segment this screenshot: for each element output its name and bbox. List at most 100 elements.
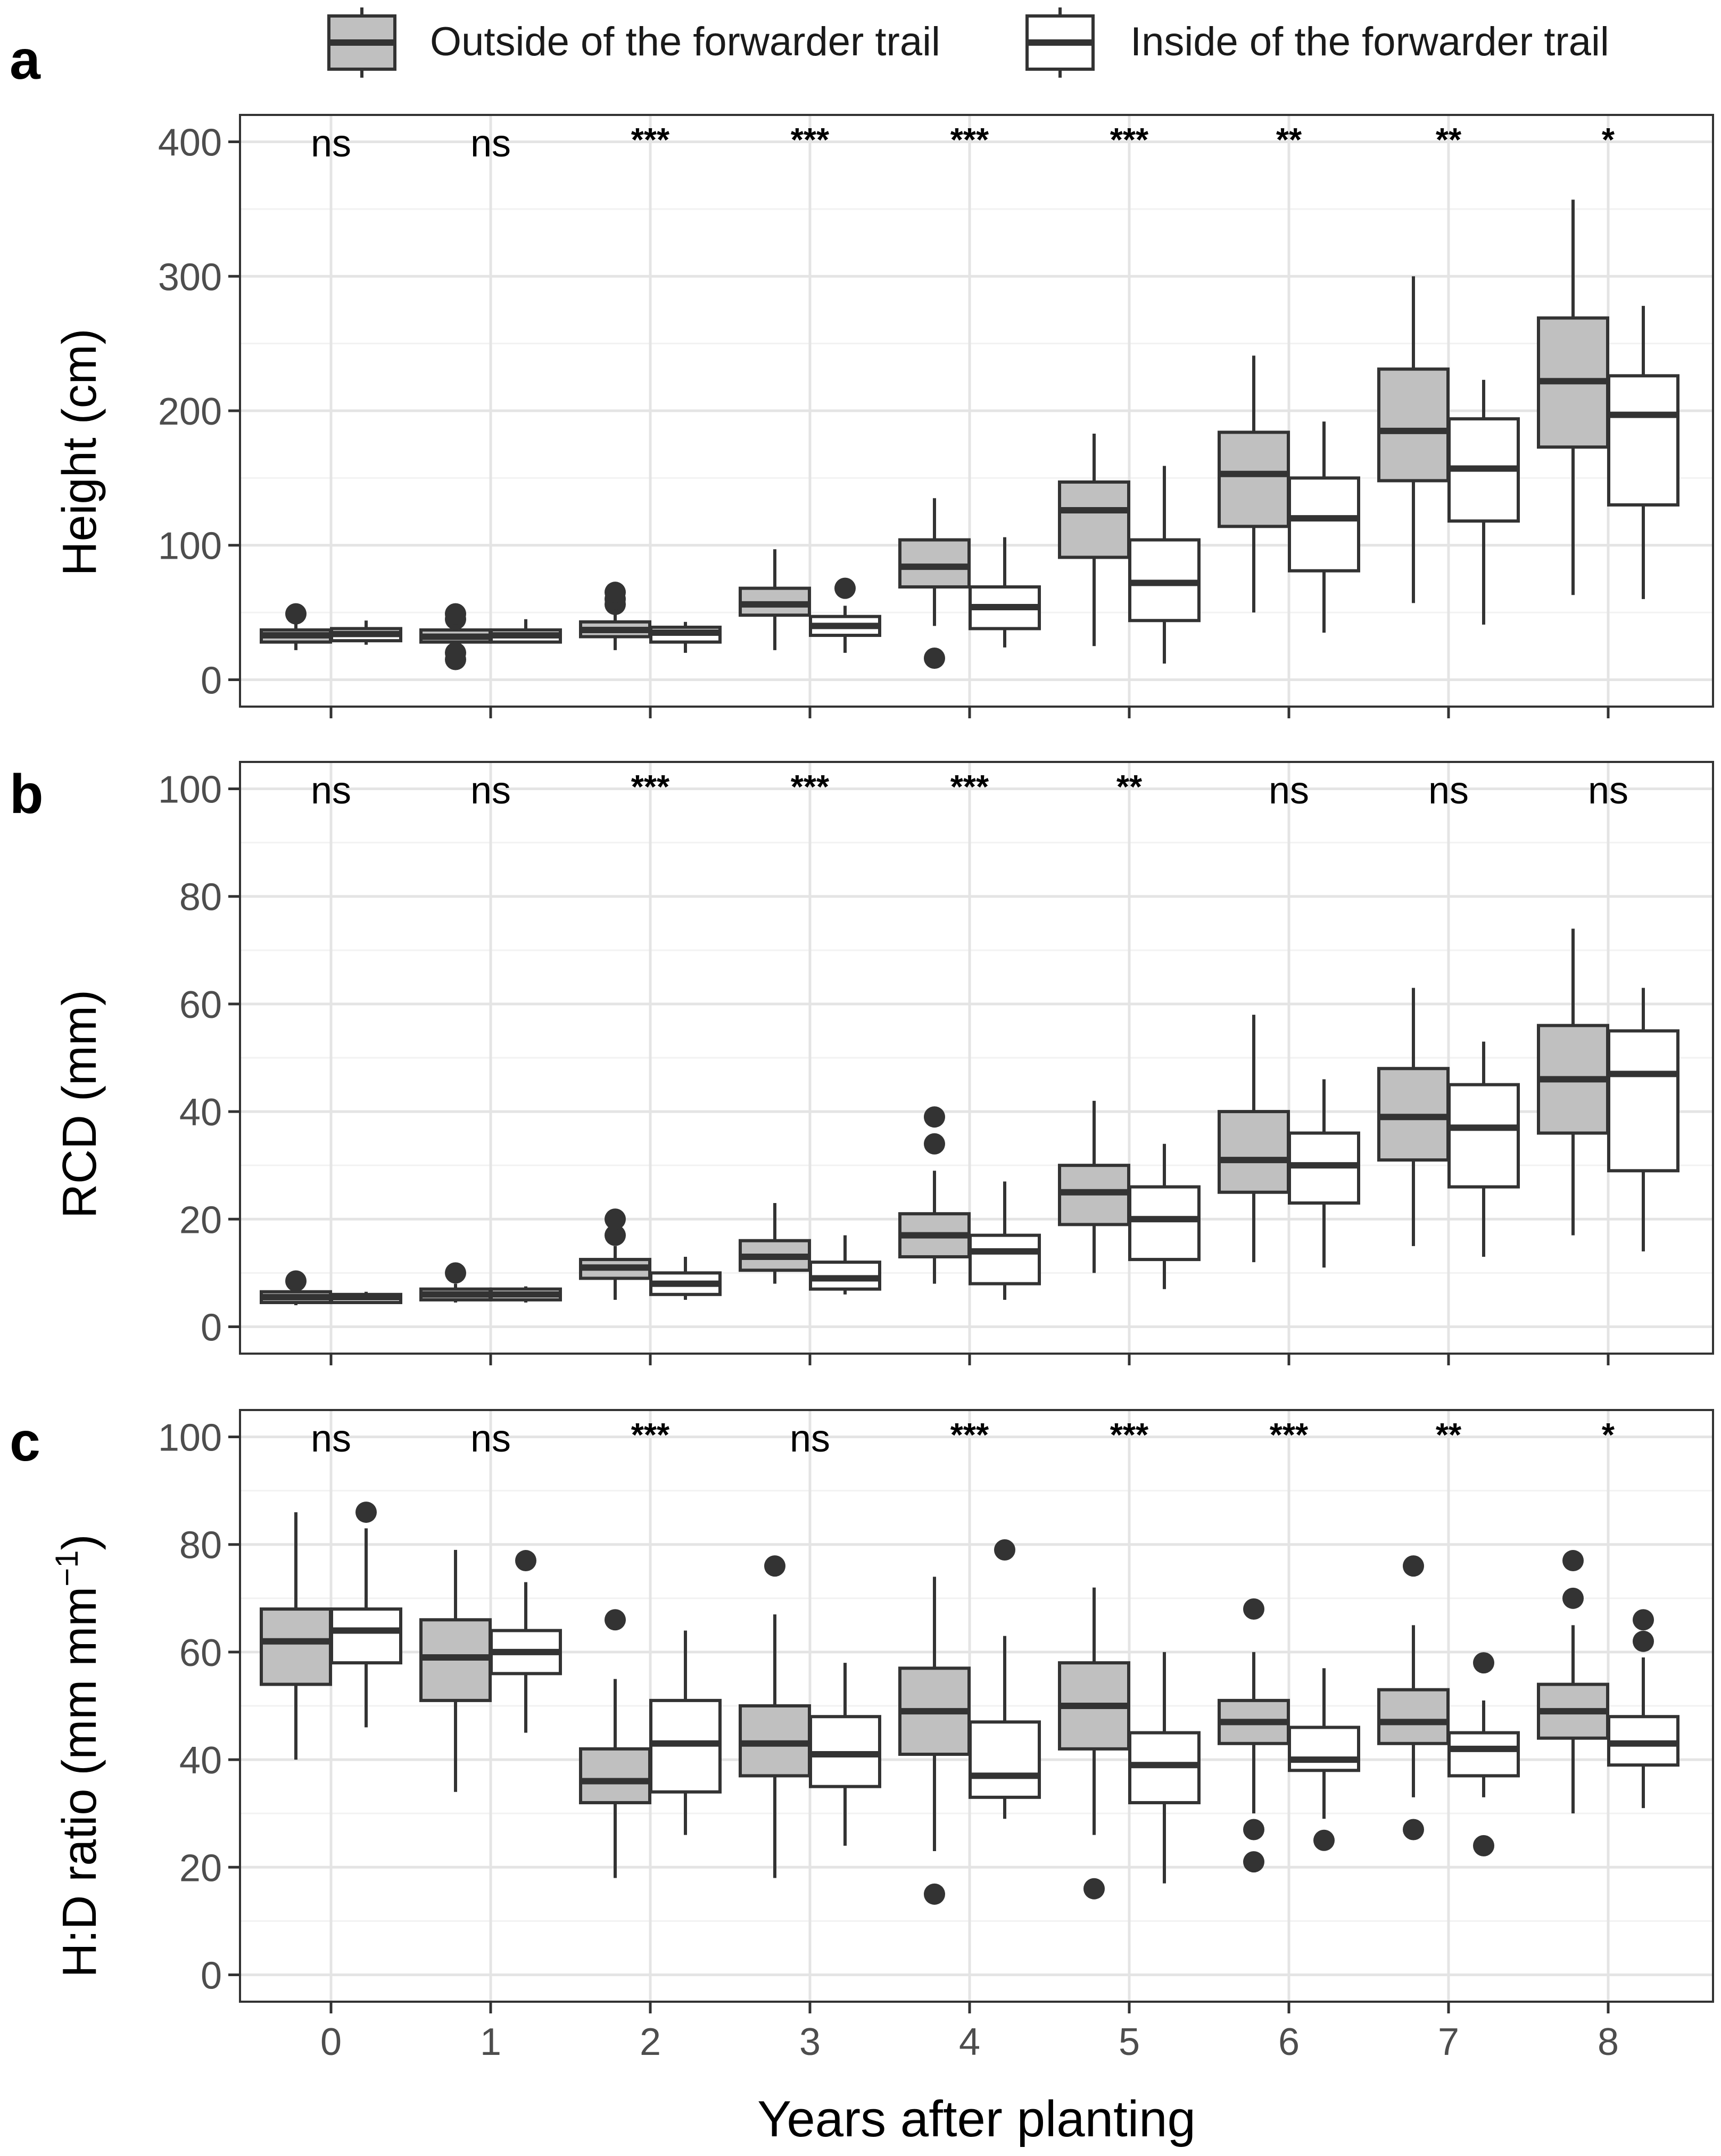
box-iqr [1607, 374, 1679, 507]
box-outside [1537, 200, 1609, 595]
box-inside [969, 537, 1041, 648]
outlier-point [924, 1883, 945, 1905]
y-tick-label: 400 [158, 122, 222, 164]
significance-label: ns [311, 769, 351, 812]
x-tick-label: 5 [1119, 2021, 1140, 2063]
box-iqr [1288, 1726, 1360, 1772]
box-outside [579, 582, 651, 650]
y-tick-label: 0 [201, 1954, 222, 1997]
box-outside [1058, 1587, 1130, 1900]
outlier-point [1633, 1630, 1654, 1652]
panel-a-y-ticks: 0 100 200 300 400 [158, 122, 240, 702]
panel-b-y-ticks: 0 20 40 60 80 100 [158, 769, 240, 1349]
box-iqr [1288, 476, 1360, 573]
box-inside [809, 1663, 881, 1846]
y-tick-label: 80 [179, 876, 222, 919]
outlier-point [605, 1609, 626, 1631]
y-tick-label: 40 [179, 1739, 222, 1782]
outlier-point [924, 648, 945, 669]
significance-label: *** [1270, 1417, 1309, 1454]
box-outside [419, 1262, 492, 1303]
y-tick-label: 0 [201, 659, 222, 702]
panel-c-gridlines [240, 1410, 1713, 2002]
box-outside [1377, 1555, 1450, 1840]
significance-label: *** [631, 769, 670, 806]
x-tick-label: 7 [1438, 2021, 1459, 2063]
box-iqr [1377, 1688, 1450, 1745]
box-iqr [1447, 1731, 1520, 1778]
x-tick-label: 2 [640, 2021, 661, 2063]
panel-b-significance-labels: ns ns *** *** *** ** ns ns ns [311, 769, 1628, 812]
significance-label: ** [1436, 122, 1462, 159]
box-inside [1607, 1609, 1679, 1809]
outlier-point [1243, 1819, 1264, 1840]
outlier-point [994, 1539, 1015, 1561]
outlier-point [1633, 1609, 1654, 1631]
box-iqr [969, 1233, 1041, 1286]
box-outside [739, 1555, 811, 1878]
significance-label: *** [950, 769, 989, 806]
panel-c-y-axis-title: H:D ratio (mm mm−1) [49, 1534, 106, 1977]
box-inside [649, 1630, 722, 1835]
outlier-point [834, 577, 856, 599]
legend-label-outside: Outside of the forwarder trail [430, 19, 940, 64]
box-iqr [260, 1607, 332, 1686]
panel-b-frame [239, 761, 1714, 1355]
y-tick-label: 0 [201, 1306, 222, 1349]
significance-label: *** [631, 1417, 670, 1454]
outlier-point [445, 642, 466, 664]
box-inside [1447, 1652, 1520, 1856]
box-iqr [1607, 1029, 1679, 1173]
significance-label: ns [790, 1417, 830, 1460]
outlier-point [445, 1262, 466, 1284]
outlier-point [605, 1208, 626, 1230]
panel-b-y-axis-title: RCD (mm) [53, 990, 106, 1218]
x-tick-label: 0 [320, 2021, 342, 2063]
y-tick-label: 40 [179, 1091, 222, 1134]
x-tick-label: 1 [480, 2021, 501, 2063]
box-iqr [1377, 367, 1450, 483]
panel-a-gridlines [240, 115, 1713, 707]
outlier-point [1403, 1819, 1424, 1840]
box-iqr [1447, 1083, 1520, 1189]
significance-label: ** [1116, 769, 1143, 806]
box-inside [1288, 1668, 1360, 1851]
box-inside [1128, 1652, 1201, 1884]
box-iqr [969, 1720, 1041, 1799]
x-tick-label: 4 [959, 2021, 980, 2063]
box-inside [809, 577, 881, 653]
box-outside [419, 603, 492, 670]
panel-c-y-axis-title-exponent: −1 [49, 1550, 85, 1586]
significance-label: ns [470, 1417, 511, 1460]
outlier-point [1473, 1835, 1494, 1856]
panel-a-frame [239, 114, 1714, 708]
significance-label: ns [470, 122, 511, 165]
outlier-point [285, 1270, 307, 1292]
panel-c-y-axis-title-main: H:D ratio (mm mm [53, 1587, 106, 1978]
box-inside [649, 621, 722, 653]
box-inside [490, 1550, 562, 1733]
outlier-point [445, 603, 466, 625]
y-tick-label: 20 [179, 1199, 222, 1241]
panel-b-boxplots [260, 928, 1679, 1306]
box-outside [579, 1208, 651, 1300]
box-outside [1218, 1598, 1290, 1873]
box-inside [1128, 466, 1201, 664]
significance-label: * [1602, 1417, 1615, 1454]
significance-label: ** [1276, 122, 1302, 159]
panel-a-significance-labels: ns ns *** *** *** *** ** ** * [311, 122, 1615, 165]
panel-c-hd-ratio: c H:D ratio (mm mm−1) 0 20 40 60 80 100 ns ns *… [10, 1409, 1714, 2003]
outlier-point [924, 1106, 945, 1128]
box-outside [898, 498, 971, 669]
x-tick-label: 6 [1278, 2021, 1300, 2063]
significance-label: *** [1110, 122, 1149, 159]
box-inside [1447, 1041, 1520, 1257]
panel-c-boxplots [260, 1502, 1679, 1905]
box-inside [1128, 1143, 1201, 1289]
panel-letter-b: b [10, 764, 44, 825]
panel-a-boxplots [260, 200, 1679, 670]
outlier-point [515, 1550, 536, 1572]
